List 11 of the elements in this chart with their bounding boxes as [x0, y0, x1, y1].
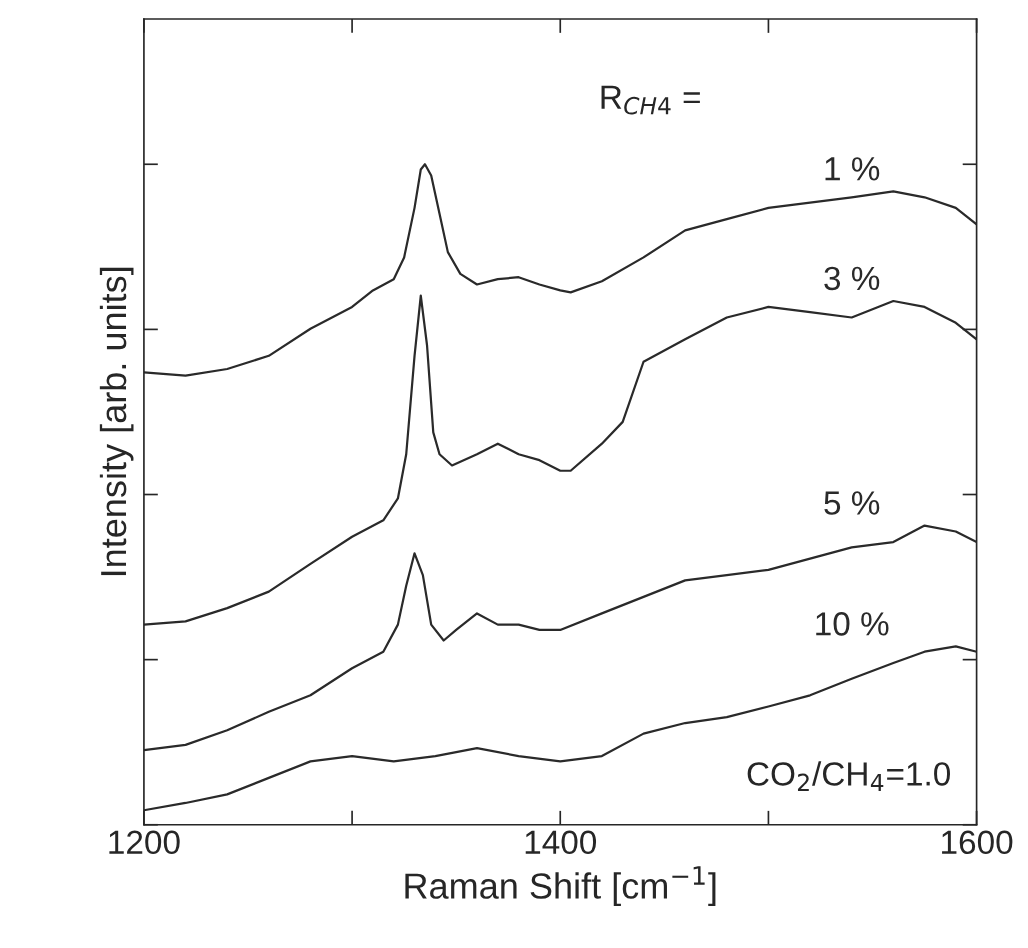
series-label: 5 % — [824, 491, 880, 515]
series-label: 1 % — [825, 157, 880, 181]
x-tick-label: 1400 — [525, 830, 597, 855]
x-axis-title: Raman Shift [cm$^{−1}$] — [405, 866, 716, 906]
y-axis-title: Intensity [arb. units] — [99, 267, 134, 576]
x-tick-label: 1200 — [109, 830, 180, 855]
annotation: CO$_{2}$/CH$_{4}$=1.0 — [747, 761, 951, 791]
text: R$_{CH4}$ = — [601, 85, 700, 115]
series-label: 10 % — [816, 612, 889, 636]
x-tick-label: 1600 — [942, 830, 1013, 855]
series-label: 3 % — [824, 266, 880, 291]
